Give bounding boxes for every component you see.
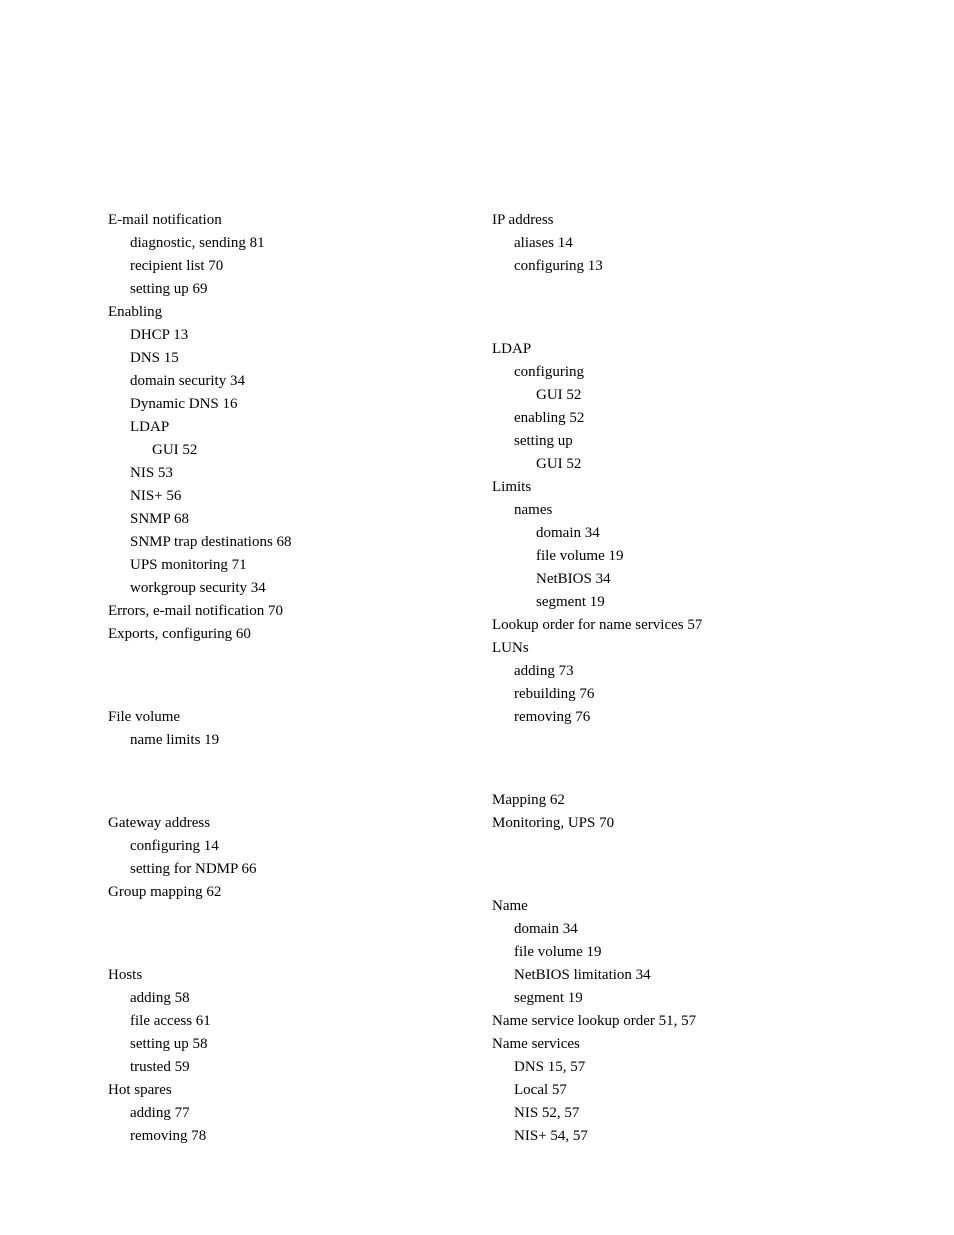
index-subsubentry: segment 19	[536, 592, 846, 613]
index-subentry: setting for NDMP 66	[130, 859, 462, 880]
index-subentry: enabling 52	[514, 408, 846, 429]
index-entry: Name services	[492, 1034, 846, 1055]
index-subentry: NetBIOS limitation 34	[514, 965, 846, 986]
index-subsubentry: GUI 52	[152, 440, 462, 461]
index-entry: Gateway address	[108, 813, 462, 834]
index-subsubentry: GUI 52	[536, 385, 846, 406]
index-entry: IP address	[492, 210, 846, 231]
index-subentry: SNMP 68	[130, 509, 462, 530]
index-entry: E-mail notification	[108, 210, 462, 231]
index-subentry: LDAP	[130, 417, 462, 438]
index-entry: Hosts	[108, 965, 462, 986]
index-subsubentry: domain 34	[536, 523, 846, 544]
index-subentry: names	[514, 500, 846, 521]
index-subentry: NIS+ 54, 57	[514, 1126, 846, 1147]
index-subentry: setting up	[514, 431, 846, 452]
index-subentry: DNS 15, 57	[514, 1057, 846, 1078]
index-subsubentry: file volume 19	[536, 546, 846, 567]
index-subentry: domain 34	[514, 919, 846, 940]
index-subentry: name limits 19	[130, 730, 462, 751]
index-subentry: configuring	[514, 362, 846, 383]
index-subentry: diagnostic, sending 81	[130, 233, 462, 254]
index-subentry: setting up 69	[130, 279, 462, 300]
left-column: E-mail notification diagnostic, sending …	[108, 210, 462, 1149]
index-subentry: removing 78	[130, 1126, 462, 1147]
index-entry: Enabling	[108, 302, 462, 323]
index-entry: Hot spares	[108, 1080, 462, 1101]
index-subentry: NIS 52, 57	[514, 1103, 846, 1124]
index-entry: LDAP	[492, 339, 846, 360]
index-entry: Errors, e-mail notification 70	[108, 601, 462, 622]
index-subentry: adding 73	[514, 661, 846, 682]
index-subentry: configuring 13	[514, 256, 846, 277]
index-entry: Name service lookup order 51, 57	[492, 1011, 846, 1032]
index-entry: LUNs	[492, 638, 846, 659]
index-subentry: adding 58	[130, 988, 462, 1009]
index-subsubentry: GUI 52	[536, 454, 846, 475]
index-entry: File volume	[108, 707, 462, 728]
index-subentry: recipient list 70	[130, 256, 462, 277]
index-subentry: removing 76	[514, 707, 846, 728]
index-subentry: NIS+ 56	[130, 486, 462, 507]
index-subentry: trusted 59	[130, 1057, 462, 1078]
index-entry: Group mapping 62	[108, 882, 462, 903]
index-subentry: DHCP 13	[130, 325, 462, 346]
index-subentry: file access 61	[130, 1011, 462, 1032]
index-subentry: setting up 58	[130, 1034, 462, 1055]
index-entry: Name	[492, 896, 846, 917]
index-entry: Limits	[492, 477, 846, 498]
index-subentry: file volume 19	[514, 942, 846, 963]
index-entry: Monitoring, UPS 70	[492, 813, 846, 834]
index-subentry: domain security 34	[130, 371, 462, 392]
index-subentry: aliases 14	[514, 233, 846, 254]
index-subentry: workgroup security 34	[130, 578, 462, 599]
index-subentry: NIS 53	[130, 463, 462, 484]
index-subsubentry: NetBIOS 34	[536, 569, 846, 590]
index-subentry: configuring 14	[130, 836, 462, 857]
index-subentry: Local 57	[514, 1080, 846, 1101]
index-entry: Mapping 62	[492, 790, 846, 811]
index-page: E-mail notification diagnostic, sending …	[108, 210, 846, 1149]
index-entry: Exports, configuring 60	[108, 624, 462, 645]
right-column: IP address aliases 14 configuring 13 LDA…	[492, 210, 846, 1149]
index-subentry: adding 77	[130, 1103, 462, 1124]
index-subentry: UPS monitoring 71	[130, 555, 462, 576]
index-subentry: SNMP trap destinations 68	[130, 532, 462, 553]
index-subentry: segment 19	[514, 988, 846, 1009]
index-subentry: rebuilding 76	[514, 684, 846, 705]
index-entry: Lookup order for name services 57	[492, 615, 846, 636]
index-subentry: DNS 15	[130, 348, 462, 369]
index-subentry: Dynamic DNS 16	[130, 394, 462, 415]
